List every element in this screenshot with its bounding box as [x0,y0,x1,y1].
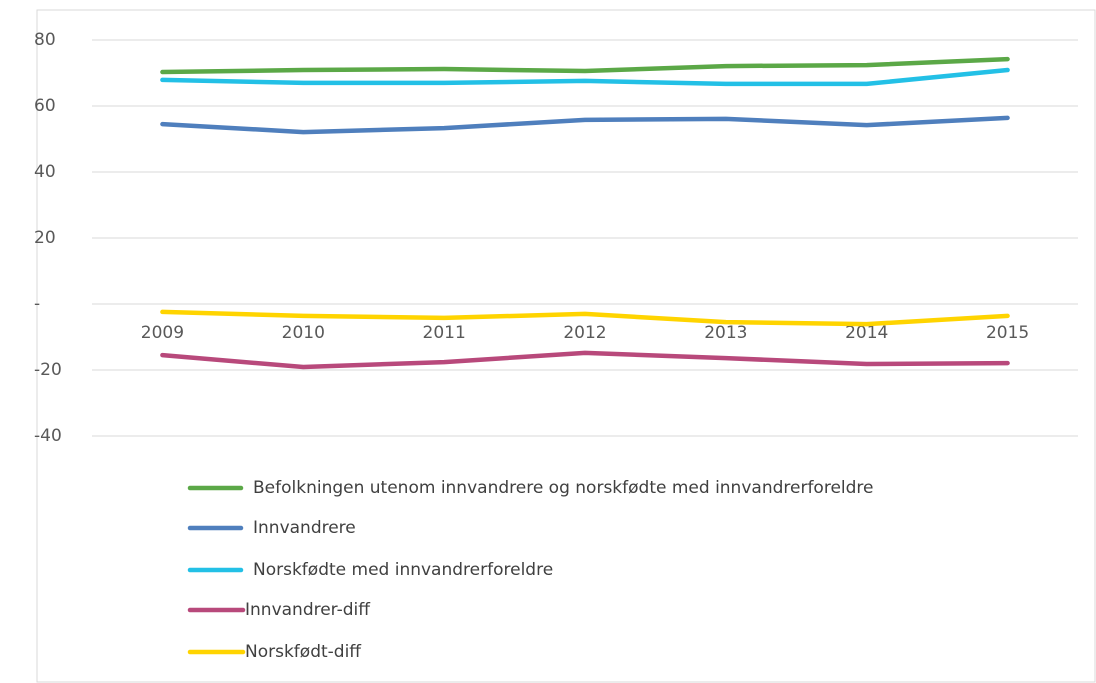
series-line [160,350,1010,370]
series-line [160,115,1010,135]
x-tick-label: 2014 [845,323,888,343]
x-tick-label: 2010 [282,323,325,343]
y-tick-label: -20 [34,360,62,380]
series-line [160,56,1010,75]
x-tick-label: 2012 [563,323,606,343]
x-tick-label: 2013 [704,323,747,343]
y-tick-label: 80 [34,30,56,50]
legend-label: Norskfødt-diff [245,642,362,662]
y-tick-label: - [34,294,40,314]
x-tick-label: 2009 [141,323,184,343]
y-tick-label: -40 [34,426,62,446]
x-tick-label: 2011 [423,323,466,343]
series-line [160,67,1010,87]
y-tick-label: 60 [34,96,56,116]
legend-label: Innvandrere [253,518,356,538]
legend-label: Innvandrer-diff [245,600,371,620]
y-tick-label: 40 [34,162,56,182]
y-tick-label: 20 [34,228,56,248]
legend-label: Befolkningen utenom innvandrere og norsk… [253,478,874,498]
series-line [160,309,1010,327]
legend-label: Norskfødte med innvandrerforeldre [253,560,553,580]
x-tick-label: 2015 [986,323,1029,343]
chart-frame [36,9,1096,683]
